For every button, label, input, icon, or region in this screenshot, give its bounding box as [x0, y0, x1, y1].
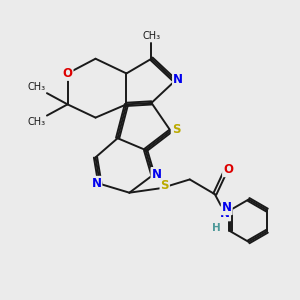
Text: CH₃: CH₃: [142, 31, 160, 41]
Text: N: N: [173, 73, 183, 86]
Text: S: S: [172, 123, 180, 136]
Text: O: O: [223, 163, 233, 176]
Text: CH₃: CH₃: [28, 82, 46, 92]
Text: CH₃: CH₃: [28, 117, 46, 127]
Text: N: N: [152, 168, 161, 181]
Text: N: N: [92, 177, 101, 190]
Text: S: S: [160, 179, 169, 192]
Text: O: O: [63, 67, 73, 80]
Text: N: N: [222, 201, 232, 214]
Text: H: H: [212, 223, 221, 233]
Text: N: N: [220, 207, 230, 220]
